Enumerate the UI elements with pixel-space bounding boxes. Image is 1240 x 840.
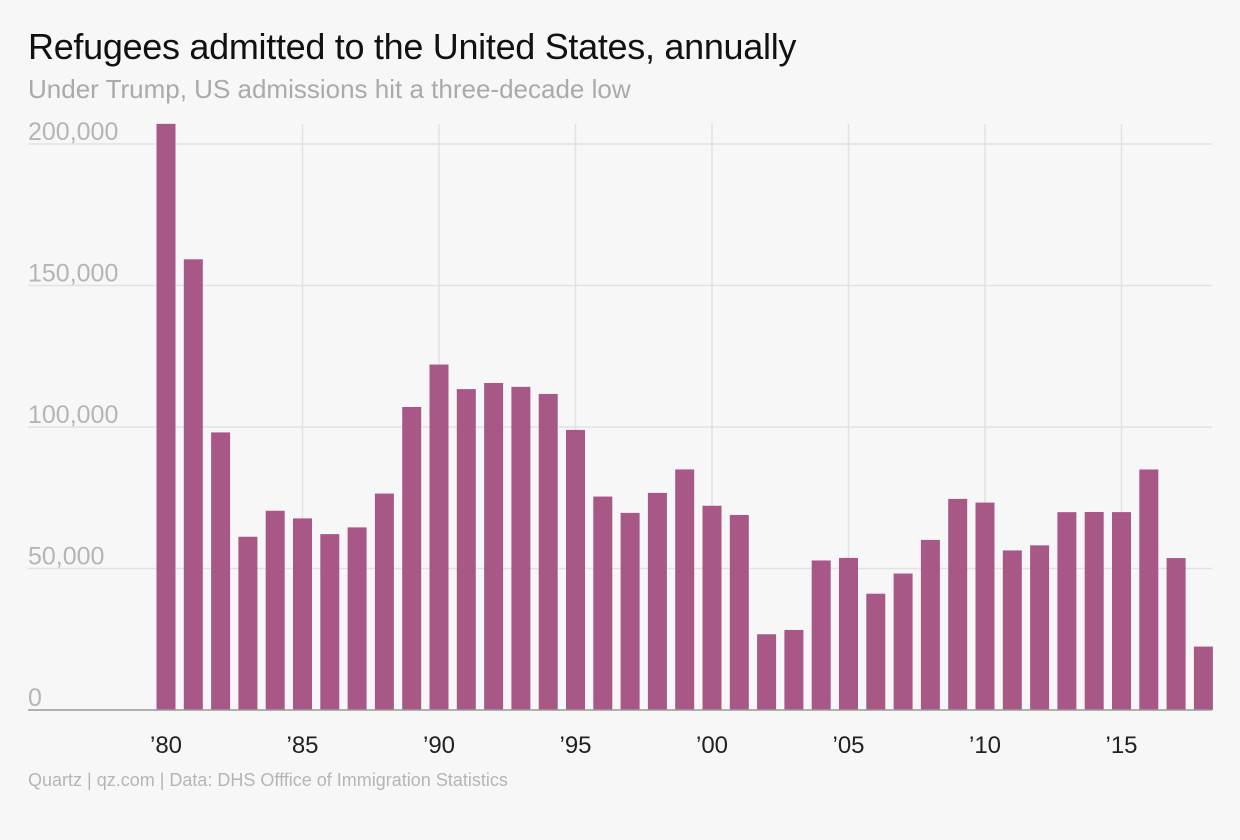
bar-1988 xyxy=(374,493,394,710)
bar-2017 xyxy=(1166,558,1186,710)
bar-2009 xyxy=(948,498,968,710)
bars xyxy=(156,123,1213,711)
chart-subtitle: Under Trump, US admissions hit a three-d… xyxy=(28,74,631,104)
bar-1991 xyxy=(456,389,476,710)
y-tick-label: 100,000 xyxy=(28,401,118,429)
x-tick-label: ’00 xyxy=(696,732,728,759)
bar-1990 xyxy=(429,364,449,710)
y-tick-label: 150,000 xyxy=(28,260,118,288)
bar-2002 xyxy=(757,634,777,710)
bar-1980 xyxy=(156,123,176,711)
bar-1999 xyxy=(675,469,695,710)
bar-1994 xyxy=(538,393,558,710)
bar-2000 xyxy=(702,505,722,710)
bar-2007 xyxy=(893,573,913,710)
bar-1996 xyxy=(593,496,613,710)
bar-2006 xyxy=(866,593,886,710)
bar-2003 xyxy=(784,629,804,710)
bar-1984 xyxy=(265,510,285,710)
bar-1992 xyxy=(484,382,504,710)
x-tick-label: ’90 xyxy=(423,732,455,759)
x-tick-label: ’15 xyxy=(1105,732,1137,759)
bar-2001 xyxy=(729,514,749,710)
x-tick-label: ’05 xyxy=(832,732,864,759)
x-tick-label: ’85 xyxy=(286,732,318,759)
bar-2014 xyxy=(1084,511,1104,710)
bar-2013 xyxy=(1057,512,1077,710)
x-tick-label: ’80 xyxy=(150,732,182,759)
bar-2004 xyxy=(811,560,831,710)
bar-1981 xyxy=(183,259,203,710)
bar-1993 xyxy=(511,386,531,710)
x-tick-label: ’95 xyxy=(559,732,591,759)
y-tick-label: 50,000 xyxy=(28,543,104,571)
bar-1995 xyxy=(566,429,585,710)
bar-2011 xyxy=(1002,550,1022,710)
y-tick-label: 200,000 xyxy=(28,118,118,146)
bar-2015 xyxy=(1112,512,1131,710)
bar-2012 xyxy=(1030,545,1050,710)
x-tick-label: ’10 xyxy=(969,732,1001,759)
bar-2005 xyxy=(839,557,858,710)
bar-1982 xyxy=(211,432,231,710)
bar-1983 xyxy=(238,536,258,710)
bar-1998 xyxy=(647,492,667,710)
bar-2018 xyxy=(1193,646,1213,710)
chart-title: Refugees admitted to the United States, … xyxy=(28,26,797,67)
bar-2010 xyxy=(975,502,995,710)
bar-1985 xyxy=(293,518,312,710)
bar-1997 xyxy=(620,512,640,710)
bar-1987 xyxy=(347,527,367,710)
bar-1989 xyxy=(402,406,422,710)
axes: 0 50,000 100,000 150,000 200,000 ’80 ’85 ’90 ’95… xyxy=(28,118,1212,759)
bar-2008 xyxy=(920,539,940,710)
y-tick-label: 0 xyxy=(28,684,42,712)
bar-2016 xyxy=(1139,469,1159,710)
source-note: Quartz | qz.com | Data: DHS Offfice of I… xyxy=(28,770,508,790)
bar-1986 xyxy=(320,534,340,710)
